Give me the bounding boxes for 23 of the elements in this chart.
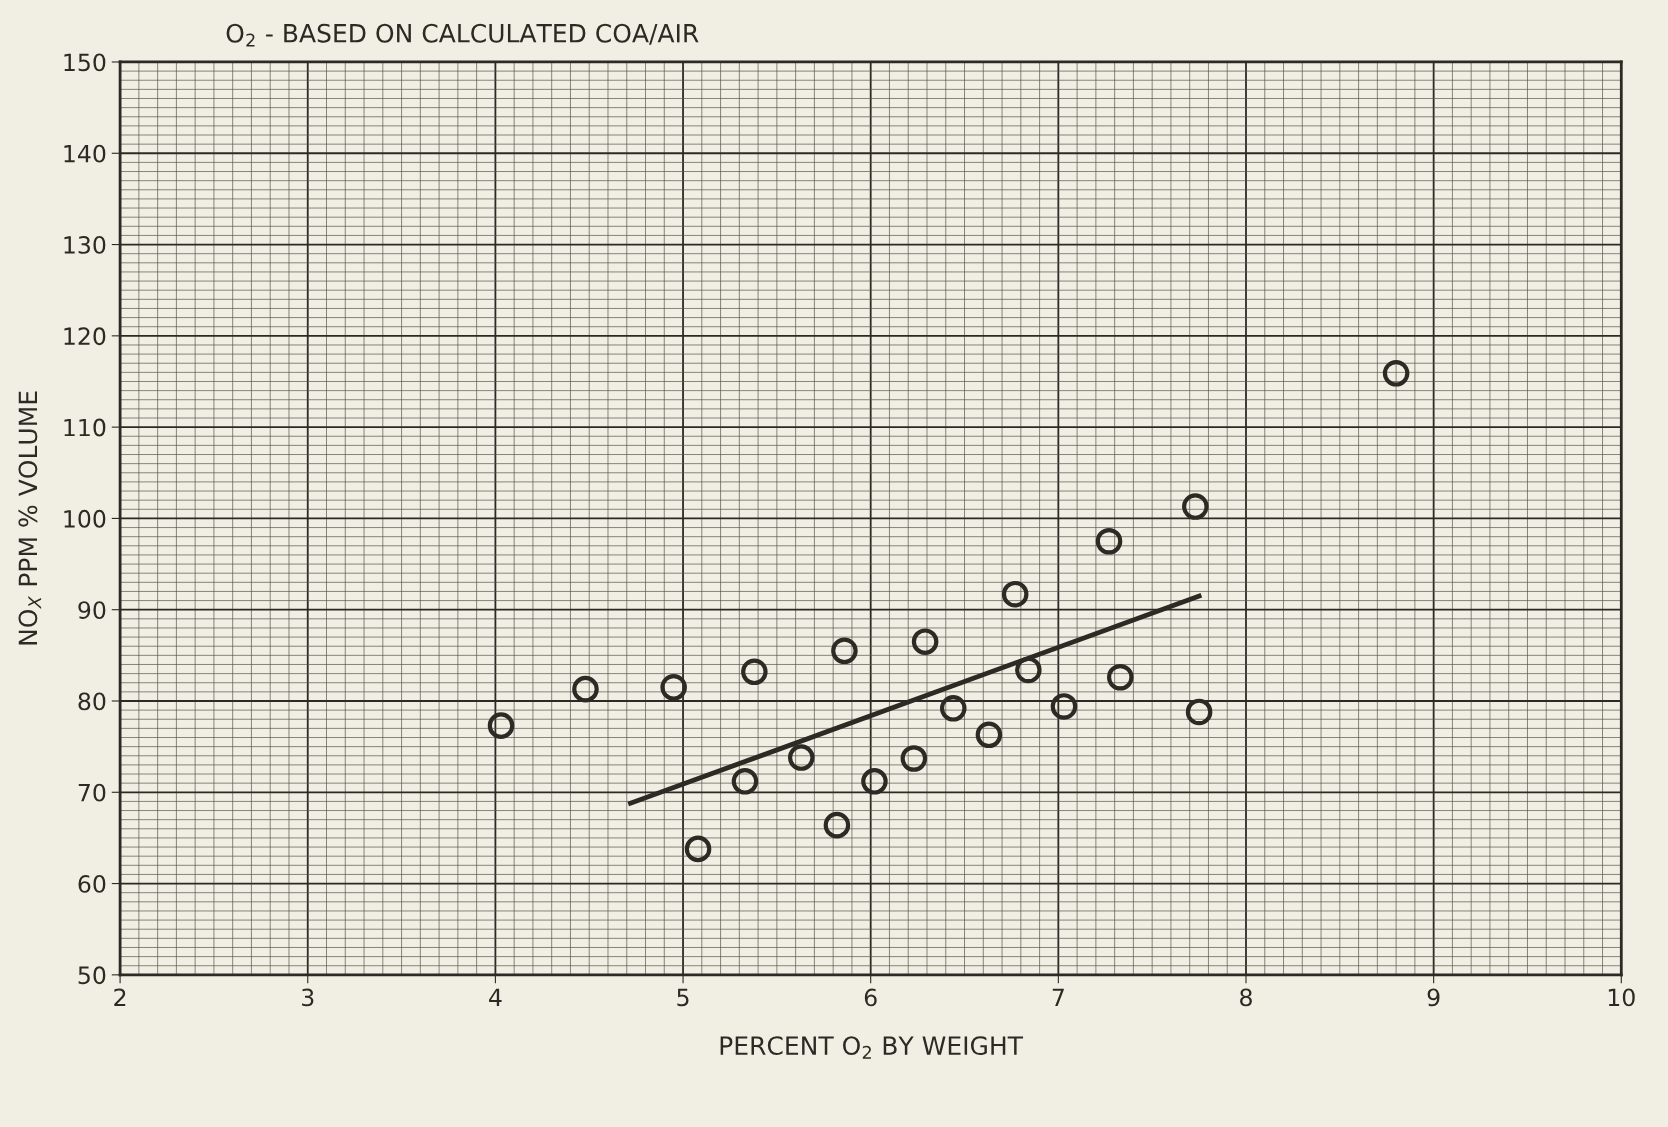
x-tick-label: 3 <box>302 988 314 1007</box>
x-tick-label: 6 <box>864 988 877 1007</box>
y-tick-label: 80 <box>78 692 106 711</box>
y-tick-label: 100 <box>64 509 106 528</box>
y-axis-title: NO$_{X}$ PPM % VOLUME <box>18 391 42 645</box>
y-tick-label: 110 <box>64 418 106 437</box>
y-tick-label: 60 <box>78 875 106 893</box>
x-tick-label: 5 <box>677 988 689 1007</box>
x-tick-label: 2 <box>114 988 126 1006</box>
x-tick-label: 8 <box>1240 988 1252 1007</box>
y-tick-label: 130 <box>64 236 106 254</box>
x-tick-label: 10 <box>1608 988 1635 1007</box>
chart-title: O$_{2}$ - BASED ON CALCULATED COA/AIR <box>226 23 699 47</box>
x-axis-title: PERCENT O$_{2}$ BY WEIGHT <box>720 1036 1024 1059</box>
x-tick-label: 7 <box>1052 988 1064 1006</box>
x-tick-label: 9 <box>1427 988 1440 1007</box>
y-tick-label: 70 <box>78 783 106 802</box>
y-tick-label: 120 <box>64 327 106 346</box>
y-tick-label: 90 <box>78 601 106 620</box>
y-tick-label: 140 <box>64 144 106 163</box>
x-tick-label: 4 <box>489 988 502 1006</box>
y-tick-label: 50 <box>78 966 106 985</box>
y-tick-label: 150 <box>64 53 106 72</box>
